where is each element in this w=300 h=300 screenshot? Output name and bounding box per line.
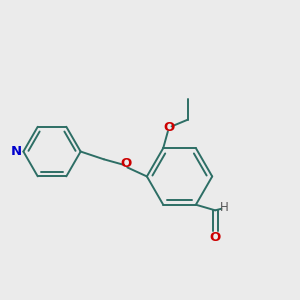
Text: O: O [120,158,131,170]
Text: H: H [220,201,228,214]
Text: O: O [209,231,221,244]
Text: O: O [163,121,174,134]
Text: N: N [11,145,22,158]
